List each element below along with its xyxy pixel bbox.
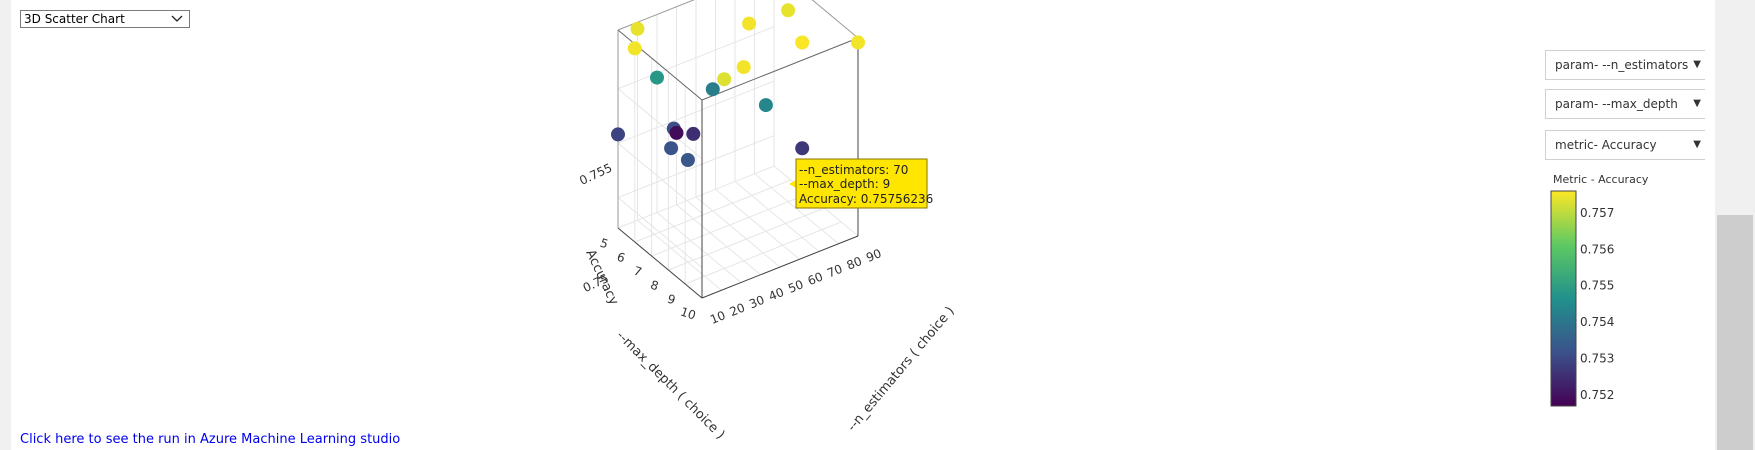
data-point[interactable] xyxy=(758,98,773,113)
data-point[interactable] xyxy=(686,126,701,141)
y-gridline xyxy=(668,207,825,271)
colorbar: 0.757 0.756 0.755 0.754 0.753 0.752 xyxy=(1550,190,1614,407)
top-edge xyxy=(701,37,859,101)
x-tick-label: 90 xyxy=(864,246,883,265)
y-axis-line xyxy=(617,227,703,299)
colorbar-tick-label: 0.754 xyxy=(1580,315,1614,329)
data-point[interactable] xyxy=(630,21,645,36)
data-point[interactable] xyxy=(717,72,732,87)
z-gridline xyxy=(617,135,775,199)
tooltip-box xyxy=(795,158,928,209)
y-gridline xyxy=(634,179,791,243)
x-tick-label: 10 xyxy=(708,308,727,327)
z-tick-label: 0.755 xyxy=(577,161,614,188)
x-gridline xyxy=(734,181,820,252)
tooltip-line-2: --max_depth: 9 xyxy=(799,177,890,191)
triangle-down-icon: ▼ xyxy=(1693,59,1701,70)
x-tick-label: 30 xyxy=(747,293,766,312)
data-point[interactable] xyxy=(705,82,720,97)
z-gridline xyxy=(617,142,703,214)
data-point[interactable] xyxy=(611,127,625,142)
top-edge xyxy=(617,29,703,101)
data-point[interactable] xyxy=(664,141,679,156)
x-param-label: param- --n_estimators xyxy=(1555,58,1689,72)
chevron-down-icon xyxy=(171,15,183,22)
y-param-label: param- --max_depth xyxy=(1555,97,1678,111)
y-tick-label: 5 xyxy=(598,236,610,252)
colorbar-gradient xyxy=(1550,190,1577,407)
top-edge xyxy=(617,0,695,31)
triangle-down-icon: ▼ xyxy=(1693,98,1701,109)
x-axis-line xyxy=(701,235,859,299)
chart-type-label: 3D Scatter Chart xyxy=(24,12,125,26)
tooltip-line-1: --n_estimators: 70 xyxy=(799,163,908,177)
x-gridline xyxy=(754,173,839,245)
z-metric-label: metric- Accuracy xyxy=(1555,138,1657,152)
grid-lines xyxy=(617,0,859,299)
colorbar-tick-label: 0.756 xyxy=(1580,242,1614,256)
colorbar-tick-label: 0.752 xyxy=(1580,388,1614,402)
colorbar-tick-label: 0.757 xyxy=(1580,206,1614,220)
x-tick-label: 80 xyxy=(845,254,864,273)
y-tick-label: 8 xyxy=(649,278,661,294)
main-panel xyxy=(11,0,1715,450)
x-param-dropdown[interactable]: param- --n_estimators ▼ xyxy=(1545,50,1705,80)
z-metric-dropdown[interactable]: metric- Accuracy ▼ xyxy=(1545,130,1705,160)
data-point[interactable] xyxy=(795,141,810,156)
azure-ml-studio-link[interactable]: Click here to see the run in Azure Machi… xyxy=(20,432,401,447)
colorbar-tick-label: 0.753 xyxy=(1580,352,1614,366)
y-tick-label: 7 xyxy=(632,264,644,280)
data-point[interactable] xyxy=(736,60,751,75)
data-point[interactable] xyxy=(650,70,664,85)
tooltip-line-3: Accuracy: 0.75756236 xyxy=(799,192,933,206)
z-gridline xyxy=(617,26,775,90)
data-point[interactable] xyxy=(627,41,642,56)
x-tick-label: 60 xyxy=(806,269,825,288)
colorbar-tick-label: 0.755 xyxy=(1580,279,1614,293)
y-gridline xyxy=(617,165,775,229)
y-axis-title: --max_depth ( choice ) xyxy=(613,328,727,442)
top-edge xyxy=(811,0,859,39)
colorbar-title: Metric - Accuracy xyxy=(1553,173,1649,186)
y-tick-label: 9 xyxy=(666,292,678,308)
y-param-dropdown[interactable]: param- --max_depth ▼ xyxy=(1545,89,1705,119)
z-axis-title: Accuracy xyxy=(582,247,621,307)
y-gridline xyxy=(685,221,842,285)
axis-edges xyxy=(617,0,859,299)
x-gridline xyxy=(656,212,742,283)
x-gridline xyxy=(695,196,781,268)
z-gridline xyxy=(617,88,703,160)
data-point[interactable] xyxy=(795,35,810,50)
hover-tooltip: --n_estimators: 70 --max_depth: 9 Accura… xyxy=(789,158,933,209)
data-point[interactable] xyxy=(669,125,684,140)
x-tick-label: 20 xyxy=(728,300,747,319)
y-gridline xyxy=(651,193,808,257)
x-gridline xyxy=(676,204,761,276)
data-point[interactable] xyxy=(680,153,695,167)
x-tick-label: 40 xyxy=(767,285,786,304)
data-point[interactable] xyxy=(781,3,796,18)
tooltip-caret xyxy=(789,180,796,188)
data-points[interactable] xyxy=(611,0,865,167)
x-tick-label: 70 xyxy=(825,262,844,281)
y-tick-label: 6 xyxy=(615,250,627,266)
z-gridline xyxy=(617,197,703,268)
scrollbar-thumb[interactable] xyxy=(1717,215,1753,450)
x-tick-label: 50 xyxy=(786,277,805,296)
data-point[interactable] xyxy=(742,16,757,31)
x-axis-title: --n_estimators ( choice ) xyxy=(845,304,958,435)
data-point[interactable] xyxy=(851,35,865,50)
z-gridline xyxy=(617,80,775,144)
y-tick-label: 10 xyxy=(679,305,698,323)
chart-type-select[interactable]: 3D Scatter Chart xyxy=(20,10,190,28)
x-gridline xyxy=(715,188,800,260)
triangle-down-icon: ▼ xyxy=(1693,139,1701,150)
